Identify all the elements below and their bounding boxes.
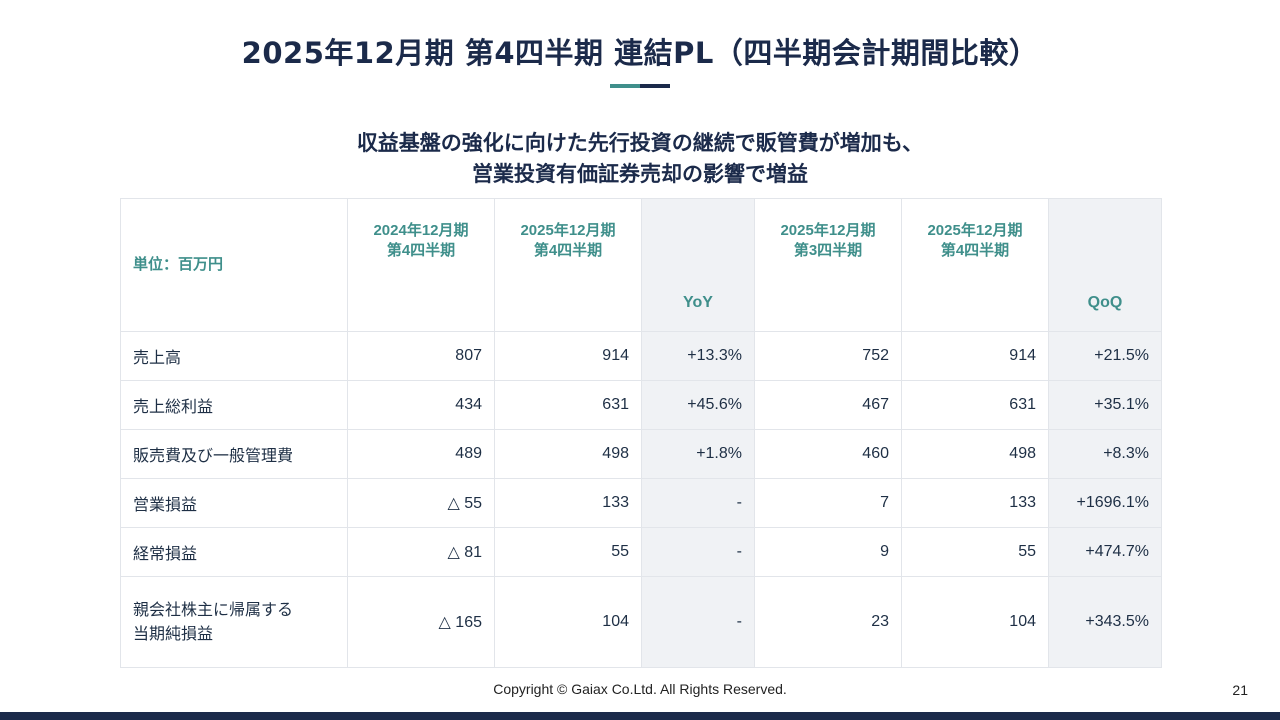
cell-value: 489: [347, 429, 495, 479]
subtitle-line-2: 営業投資有価証券売却の影響で増益: [472, 162, 808, 186]
table-row: 経常損益 △ 81 55 - 9 55 +474.7%: [120, 527, 1162, 577]
cell-yoy: -: [641, 527, 755, 577]
header-2025-q3: 2025年12月期 第3四半期: [754, 198, 902, 332]
row-label: 営業損益: [120, 478, 348, 528]
table-row: 親会社株主に帰属する 当期純損益 △ 165 104 - 23 104 +343…: [120, 576, 1162, 668]
cell-yoy: +1.8%: [641, 429, 755, 479]
cell-value: 55: [494, 527, 642, 577]
header-2025-q4: 2025年12月期 第4四半期: [494, 198, 642, 332]
page-number: 21: [1232, 682, 1248, 698]
cell-value: 467: [754, 380, 902, 430]
copyright-footer: Copyright © Gaiax Co.Ltd. All Rights Res…: [493, 681, 787, 697]
accent-teal-segment: [610, 84, 640, 88]
cell-value: 104: [494, 576, 642, 668]
cell-value: 23: [754, 576, 902, 668]
slide-title: 2025年12月期 第4四半期 連結PL（四半期会計期間比較）: [241, 36, 1039, 70]
title-accent-bar: [610, 84, 670, 88]
cell-value: 498: [494, 429, 642, 479]
cell-yoy: +13.3%: [641, 331, 755, 381]
cell-qoq: +474.7%: [1048, 527, 1162, 577]
cell-qoq: +343.5%: [1048, 576, 1162, 668]
table-row: 営業損益 △ 55 133 - 7 133 +1696.1%: [120, 478, 1162, 528]
cell-value: 914: [494, 331, 642, 381]
row-label: 経常損益: [120, 527, 348, 577]
row-label: 販売費及び一般管理費: [120, 429, 348, 479]
cell-value: 631: [901, 380, 1049, 430]
cell-value: 631: [494, 380, 642, 430]
cell-qoq: +8.3%: [1048, 429, 1162, 479]
row-label: 売上総利益: [120, 380, 348, 430]
cell-value: 9: [754, 527, 902, 577]
cell-value: 914: [901, 331, 1049, 381]
row-label-line-2: 当期純損益: [133, 624, 214, 643]
cell-value: 133: [901, 478, 1049, 528]
cell-value: △ 55: [347, 478, 495, 528]
cell-value: 104: [901, 576, 1049, 668]
row-label: 売上高: [120, 331, 348, 381]
bottom-bar: [0, 712, 1280, 720]
cell-value: △ 165: [347, 576, 495, 668]
cell-yoy: +45.6%: [641, 380, 755, 430]
table-row: 販売費及び一般管理費 489 498 +1.8% 460 498 +8.3%: [120, 429, 1162, 479]
header-2025-q4-b: 2025年12月期 第4四半期: [901, 198, 1049, 332]
header-qoq: QoQ: [1048, 198, 1162, 332]
header-yoy: YoY: [641, 198, 755, 332]
row-label: 親会社株主に帰属する 当期純損益: [120, 576, 348, 668]
accent-navy-segment: [640, 84, 670, 88]
cell-value: 460: [754, 429, 902, 479]
header-2024-q4: 2024年12月期 第4四半期: [347, 198, 495, 332]
table-row: 売上総利益 434 631 +45.6% 467 631 +35.1%: [120, 380, 1162, 430]
cell-value: 434: [347, 380, 495, 430]
cell-value: 7: [754, 478, 902, 528]
cell-qoq: +21.5%: [1048, 331, 1162, 381]
table-row: 売上高 807 914 +13.3% 752 914 +21.5%: [120, 331, 1162, 381]
table-header-row: 単位：百万円 2024年12月期 第4四半期 2025年12月期 第4四半期 YoY…: [120, 198, 1162, 332]
unit-label: 単位：百万円: [120, 198, 348, 332]
cell-value: △ 81: [347, 527, 495, 577]
row-label-line-1: 親会社株主に帰属する: [133, 600, 294, 619]
slide-subtitle: 収益基盤の強化に向けた先行投資の継続で販管費が増加も、 営業投資有価証券売却の影…: [0, 128, 1280, 190]
cell-qoq: +1696.1%: [1048, 478, 1162, 528]
cell-qoq: +35.1%: [1048, 380, 1162, 430]
cell-value: 807: [347, 331, 495, 381]
cell-yoy: -: [641, 576, 755, 668]
cell-value: 133: [494, 478, 642, 528]
cell-yoy: -: [641, 478, 755, 528]
pl-comparison-table: 単位：百万円 2024年12月期 第4四半期 2025年12月期 第4四半期 YoY…: [120, 198, 1162, 668]
cell-value: 498: [901, 429, 1049, 479]
cell-value: 752: [754, 331, 902, 381]
cell-value: 55: [901, 527, 1049, 577]
subtitle-line-1: 収益基盤の強化に向けた先行投資の継続で販管費が増加も、: [356, 131, 924, 155]
